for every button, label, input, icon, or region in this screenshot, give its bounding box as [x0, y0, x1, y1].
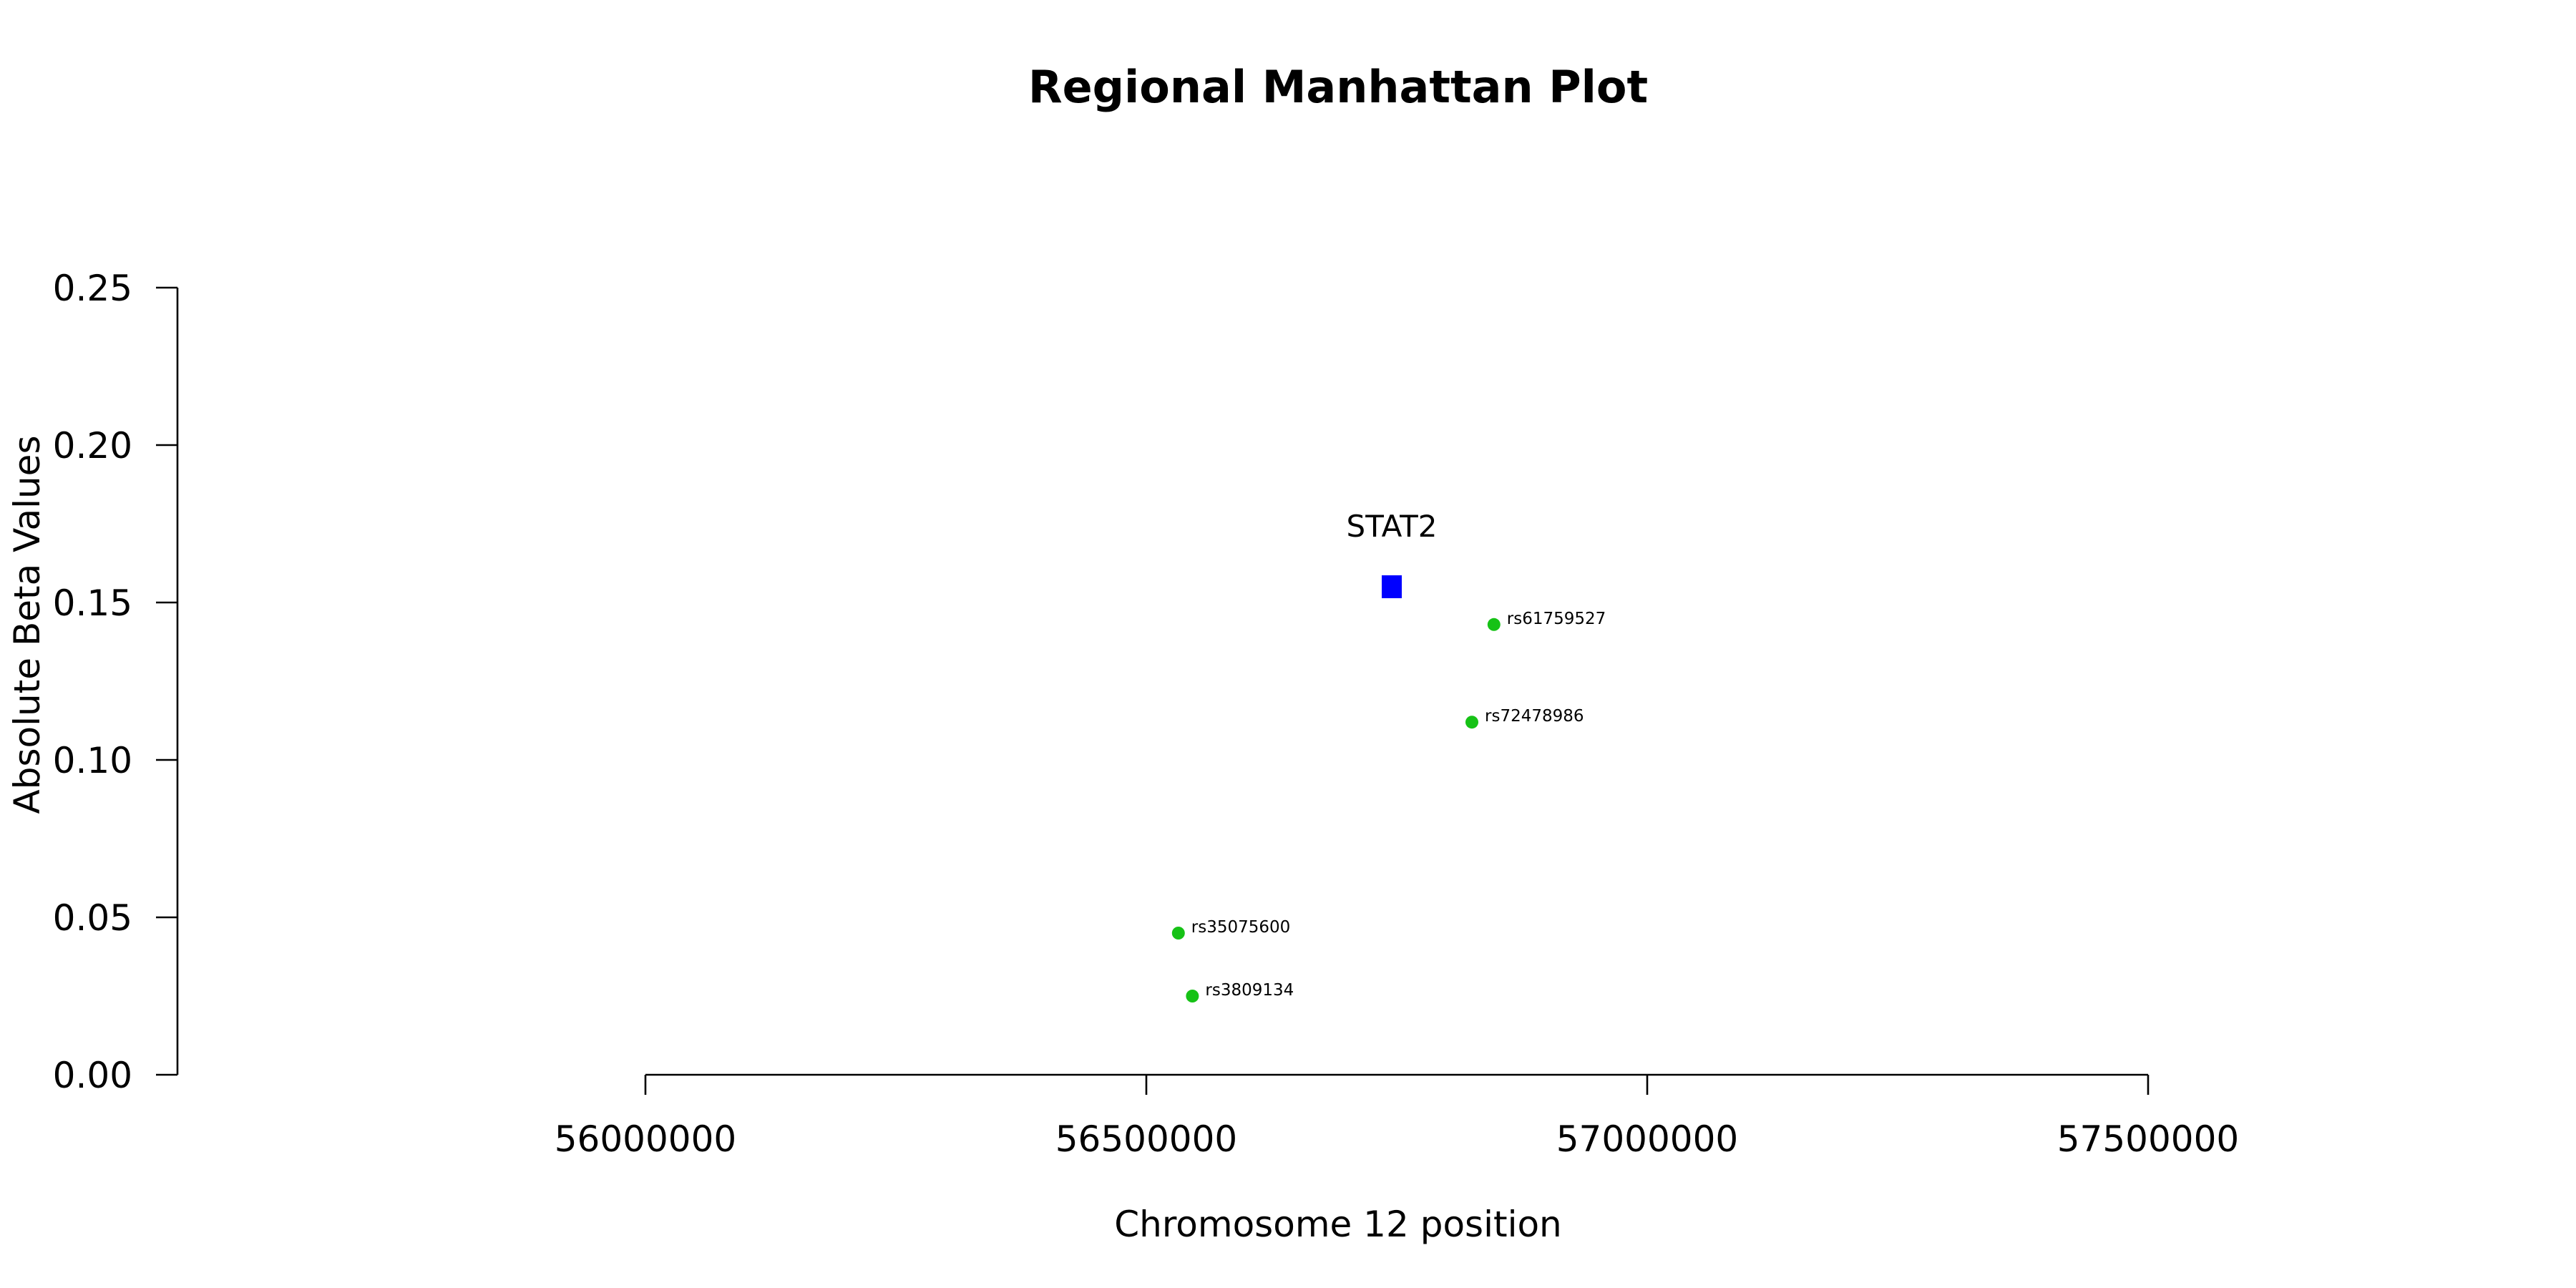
- snp-point: [1487, 618, 1501, 631]
- x-tick-label: 56000000: [555, 1118, 737, 1160]
- y-tick-label: 0.25: [53, 268, 132, 309]
- x-tick-label: 57000000: [1556, 1118, 1739, 1160]
- y-tick-label: 0.00: [53, 1055, 132, 1096]
- snp-label: rs72478986: [1485, 707, 1584, 726]
- chart-title: Regional Manhattan Plot: [1028, 61, 1648, 113]
- y-tick-label: 0.15: [53, 582, 132, 624]
- x-axis-title: Chromosome 12 position: [1114, 1204, 1562, 1245]
- y-tick-label: 0.10: [53, 740, 132, 781]
- y-tick-label: 0.05: [53, 897, 132, 939]
- snp-point: [1465, 716, 1478, 729]
- snp-point: [1171, 927, 1185, 940]
- y-axis-title: Absolute Beta Values: [6, 436, 48, 814]
- snp-label: rs3809134: [1205, 981, 1294, 1000]
- gene-marker: [1382, 575, 1402, 598]
- x-tick-label: 56500000: [1055, 1118, 1238, 1160]
- x-tick-label: 57500000: [2057, 1118, 2240, 1160]
- snp-label: rs61759527: [1507, 610, 1606, 628]
- y-tick-label: 0.20: [53, 425, 132, 467]
- snp-point: [1186, 990, 1199, 1002]
- axes: 56000000 56500000 57000000 57500000 0.00 0.05…: [53, 268, 2240, 1160]
- gene-label: STAT2: [1347, 509, 1438, 544]
- snp-label: rs35075600: [1191, 918, 1291, 937]
- plot-marks: STAT2 rs61759527 rs72478986 rs35075600 rs380…: [1171, 509, 1606, 1002]
